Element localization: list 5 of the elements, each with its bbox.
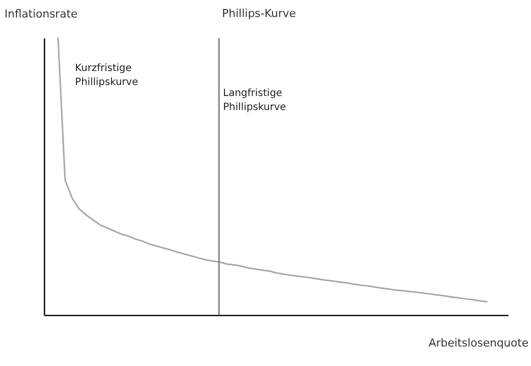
annotation: Langfristige Phillipskurve bbox=[223, 88, 286, 113]
series-label: Kurzfristige Phillipskurve bbox=[75, 63, 138, 88]
x-axis-title: Arbeitslosenquote bbox=[428, 336, 529, 350]
chart-title: Phillips-Kurve bbox=[222, 7, 296, 20]
y-axis-title: Inflationsrate bbox=[4, 8, 78, 20]
